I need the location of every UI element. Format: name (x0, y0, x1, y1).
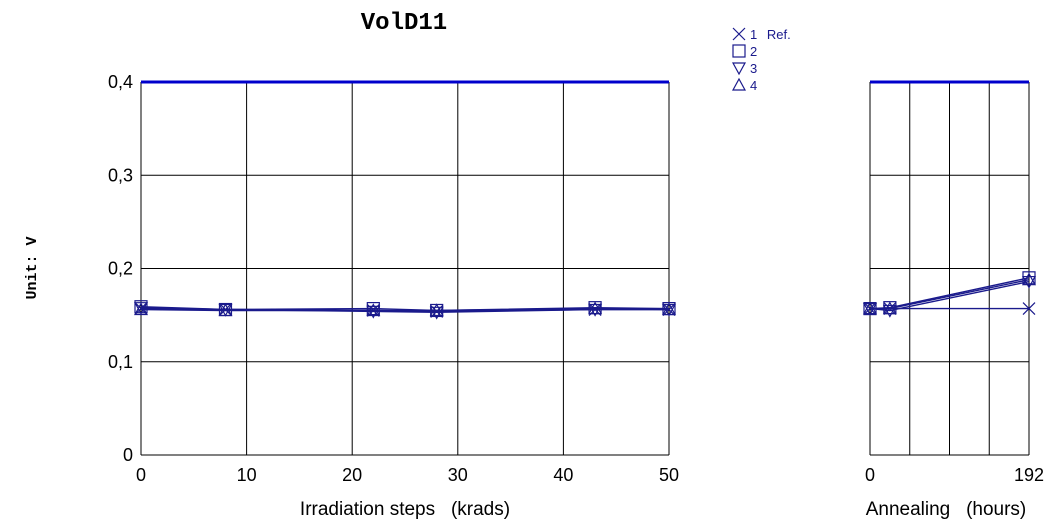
irradiation-panel: 0 0,1 0,2 0,3 0,4 0 10 20 30 40 50 (108, 72, 679, 485)
annealing-series-3-point-2 (1021, 275, 1037, 289)
square-marker (732, 44, 746, 58)
annealing-x-tick-label-0: 0 (865, 465, 875, 485)
annealing-series-1-point-2 (1022, 302, 1036, 316)
y-axis-label: Unit: V (24, 236, 41, 299)
irradiation-series-4-point-1 (218, 303, 233, 317)
irradiation-series-3-line (140, 307, 669, 314)
x-marker (732, 27, 746, 41)
annealing-series-4-point-1 (882, 301, 897, 315)
legend-entry-2: 2 (750, 44, 757, 59)
y-tick-label-2: 0,2 (108, 259, 133, 279)
irradiation-x-tick-label-1: 10 (237, 465, 257, 485)
legend-entry-1: 1 Ref. (750, 27, 791, 42)
irradiation-x-tick-label-0: 0 (136, 465, 146, 485)
annealing-series-1-point-1 (883, 302, 897, 316)
legend-text-1: Ref. (767, 27, 791, 42)
irradiation-series-3-point-4 (588, 303, 603, 317)
irradiation-x-tick-label-3: 30 (448, 465, 468, 485)
irradiation-x-tick-label-4: 40 (553, 465, 573, 485)
legend-entry-4: 4 (750, 78, 757, 93)
annealing-series-1-point-0 (863, 302, 877, 316)
legend-num-1: 1 (750, 27, 757, 42)
annealing-series-4-point-2 (1021, 272, 1037, 286)
irradiation-series-1-point-1 (219, 303, 232, 316)
y-tick-label-0: 0 (123, 445, 133, 465)
annealing-series-4-point-0 (862, 301, 878, 315)
annealing-x-tick-label-1: 192 (1014, 465, 1044, 485)
y-tick-label-3: 0,3 (108, 165, 133, 185)
irradiation-series-1-point-5 (662, 303, 676, 316)
legend-entry-3: 3 (750, 61, 757, 76)
chart-title: VolD11 (361, 10, 447, 37)
irradiation-series-4-point-2 (366, 303, 381, 317)
annealing-x-axis-label: Annealing (hours) (866, 499, 1027, 520)
irradiation-series-2-point-2 (366, 301, 380, 316)
legend: 1 Ref. 2 3 4 (731, 27, 791, 93)
annealing-series-3-point-1 (882, 304, 897, 318)
irradiation-series-4-point-0 (133, 302, 149, 316)
annealing-series-2-point-2 (1022, 271, 1036, 285)
irradiation-x-axis-label: Irradiation steps (krads) (300, 499, 510, 520)
irradiation-x-tick-label-5: 50 (659, 465, 679, 485)
irradiation-series-4-point-4 (588, 301, 603, 315)
triangle-down-marker (731, 62, 747, 76)
irradiation-series-4-line (140, 307, 670, 312)
irradiation-series-4-point-5 (661, 302, 677, 316)
y-tick-label-1: 0,1 (108, 352, 133, 372)
irradiation-series-4-point-3 (429, 303, 444, 317)
irradiation-x-tick-label-2: 20 (342, 465, 362, 485)
triangle-up-marker (731, 77, 747, 91)
annealing-panel: 0 192 (862, 80, 1044, 485)
irradiation-series-3-point-2 (366, 305, 381, 319)
irradiation-series-3-point-3 (429, 306, 444, 320)
y-tick-label-4: 0,4 (108, 72, 133, 92)
